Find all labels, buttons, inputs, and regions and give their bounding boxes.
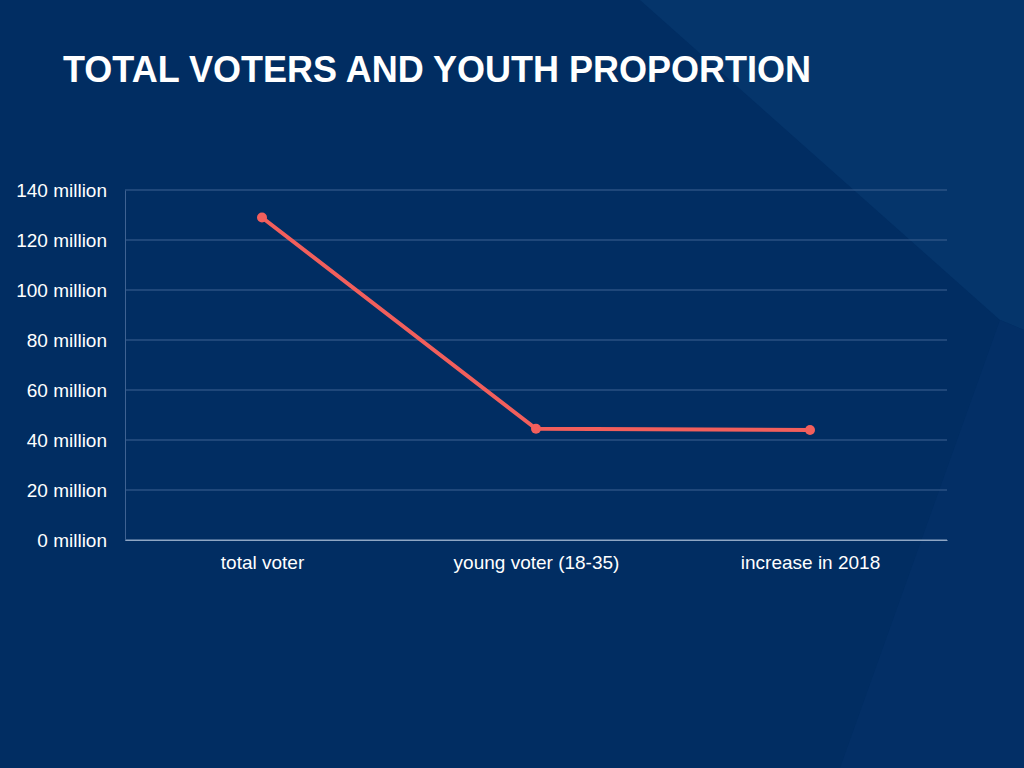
line [262, 218, 810, 431]
grid-line [125, 240, 947, 241]
background-shape [840, 320, 1024, 768]
y-axis-line [125, 191, 126, 541]
x-tick: young voter (18-35) [454, 540, 620, 573]
series [257, 213, 815, 436]
grid-line [125, 390, 947, 391]
marker [257, 213, 267, 223]
y-tick-label: 40 million [27, 430, 107, 451]
marker [531, 424, 541, 434]
x-tick-label: increase in 2018 [741, 552, 880, 573]
x-tick-label: young voter (18-35) [454, 552, 620, 573]
y-tick-label: 0 million [37, 530, 107, 551]
grid-line [125, 440, 947, 441]
x-tick: increase in 2018 [741, 540, 880, 573]
y-tick: 60 million [27, 380, 125, 401]
chart: TOTAL VOTERS AND YOUTH PROPORTION 0 milli… [0, 0, 1024, 768]
y-tick: 120 million [16, 230, 125, 251]
y-tick-label: 80 million [27, 330, 107, 351]
y-tick: 0 million [37, 530, 125, 551]
y-tick-label: 100 million [16, 280, 107, 301]
y-tick-label: 140 million [16, 180, 107, 201]
grid-line [125, 490, 947, 491]
grid-line [125, 340, 947, 341]
y-axis: 0 million 20 million 40 million 60 million 8… [16, 180, 125, 551]
background-fill [0, 0, 1024, 768]
grid-line [125, 540, 947, 541]
y-tick-label: 20 million [27, 480, 107, 501]
y-tick: 100 million [16, 280, 125, 301]
title: TOTAL VOTERS AND YOUTH PROPORTION [63, 49, 811, 90]
x-axis-line [126, 540, 948, 541]
y-tick: 20 million [27, 480, 125, 501]
marker [805, 425, 815, 435]
y-tick: 40 million [27, 430, 125, 451]
x-tick: total voter [221, 540, 305, 573]
y-tick: 140 million [16, 180, 125, 201]
grid-line [125, 190, 947, 191]
y-tick-label: 60 million [27, 380, 107, 401]
x-axis: total voter young voter (18-35) increase i… [126, 540, 948, 573]
grid [125, 190, 947, 540]
y-tick-label: 120 million [16, 230, 107, 251]
background [0, 0, 1024, 768]
y-tick: 80 million [27, 330, 125, 351]
x-tick-label: total voter [221, 552, 305, 573]
grid-line [125, 290, 947, 291]
